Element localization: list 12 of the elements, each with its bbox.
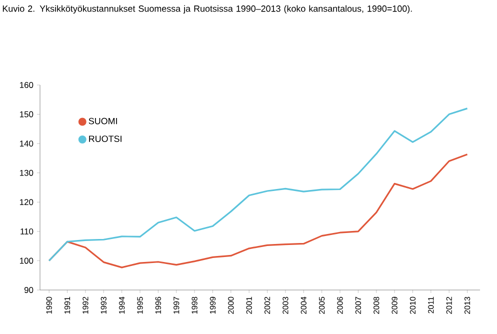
y-tick-label: 100 (20, 258, 34, 264)
line-series (48, 108, 468, 262)
legend-label: SUOMI (88, 118, 117, 124)
y-tick-label: 130 (20, 170, 34, 176)
y-tick-label: 160 (20, 82, 34, 88)
y-tick-label: 150 (20, 111, 34, 118)
y-tick-label: 140 (20, 140, 34, 147)
chart-title: Kuvio 2. Yksikkötyökustannukset Suomessa ja Ruotsissa 1990–2013 (koko kansantalous, 1990=100). (2, 5, 412, 14)
y-tick-label: 90 (24, 287, 34, 293)
legend-label: RUOTSI (89, 136, 122, 142)
y-tick-label: 110 (20, 228, 34, 234)
y-tick-label: 120 (20, 199, 34, 206)
